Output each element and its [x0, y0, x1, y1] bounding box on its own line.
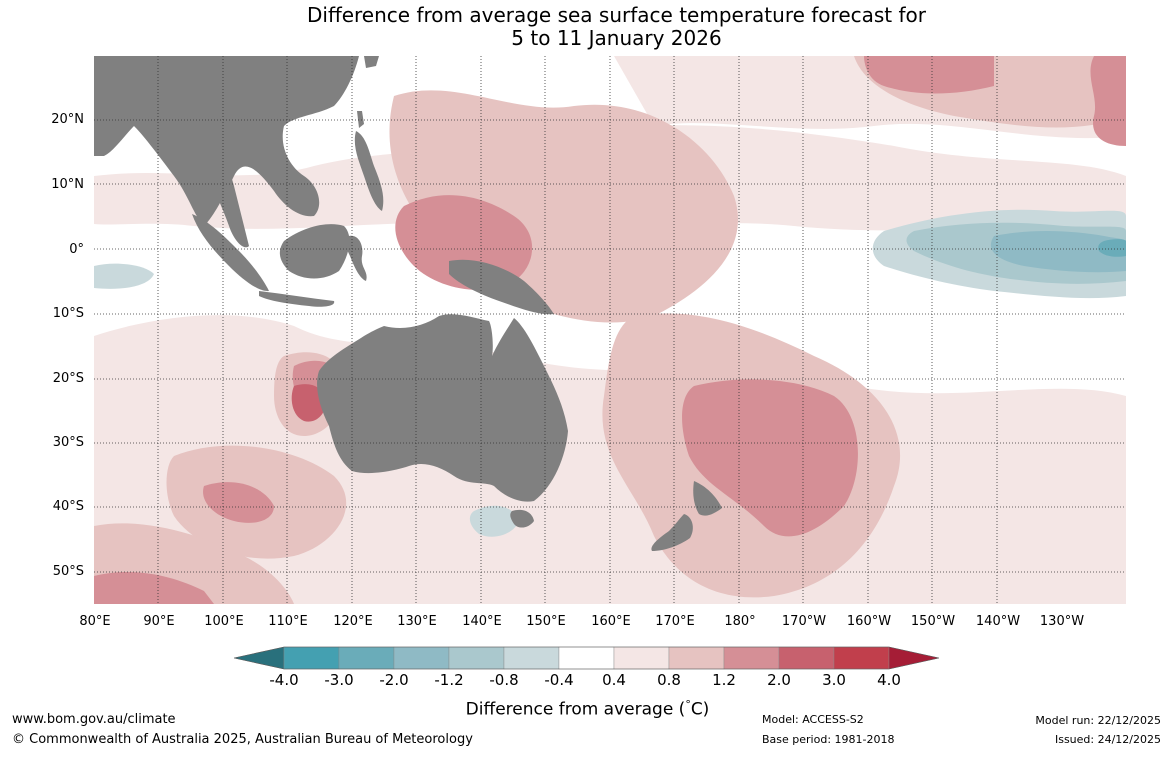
- lon-label: 170°W: [781, 614, 827, 629]
- tasmania: [510, 509, 534, 528]
- colorbar-segment: [723, 646, 780, 670]
- copyright-notice: © Commonwealth of Australia 2025, Austra…: [12, 732, 473, 747]
- new-zealand-south: [651, 514, 693, 551]
- colorbar-segment: [234, 646, 285, 670]
- lat-label: 30°S: [52, 435, 84, 450]
- chart-title: Difference from average sea surface temp…: [0, 4, 1173, 50]
- lon-label: 140°E: [462, 614, 502, 629]
- asia-landmass: [94, 56, 359, 226]
- model-name: Model: ACCESS-S2: [762, 713, 864, 726]
- anomaly-fill-1.2-2.0: [94, 56, 1126, 604]
- map-canvas: [94, 56, 1126, 604]
- colorbar-segment: [393, 646, 450, 670]
- colorbar-tick: -4.0: [269, 671, 299, 689]
- lon-label: 110°E: [268, 614, 308, 629]
- lat-label: 10°S: [52, 306, 84, 321]
- colorbar-segment: [833, 646, 890, 670]
- colorbar-label-text: Difference from average (: [465, 699, 686, 720]
- colorbar-tick: 0.4: [602, 671, 626, 689]
- colorbar-tick: 1.2: [712, 671, 736, 689]
- lon-label: 150°W: [910, 614, 956, 629]
- base-period: Base period: 1981-2018: [762, 733, 895, 746]
- colorbar-segment: [888, 646, 939, 670]
- lat-label: 50°S: [52, 564, 84, 579]
- lat-label: 10°N: [51, 177, 84, 192]
- lon-label: 130°W: [1039, 614, 1085, 629]
- lat-label: 20°N: [51, 112, 84, 127]
- sumatra: [192, 214, 269, 292]
- colorbar-tick: -2.0: [379, 671, 409, 689]
- colorbar-segment: [613, 646, 670, 670]
- colorbar-tick: -0.4: [544, 671, 574, 689]
- anomaly-fill-cool-2.0-3.0: [1098, 239, 1126, 257]
- graticule: [94, 56, 1126, 604]
- colorbar-segment: [503, 646, 560, 670]
- lon-label: 160°W: [846, 614, 892, 629]
- colorbar-segment: [283, 646, 340, 670]
- lon-label: 120°E: [333, 614, 373, 629]
- lon-label: 80°E: [79, 614, 111, 629]
- colorbar-label-unit: C): [690, 699, 710, 720]
- anomaly-fill-cool-1.2-2.0: [990, 231, 1126, 273]
- colorbar-tick: 3.0: [822, 671, 846, 689]
- colorbar-segment: [668, 646, 725, 670]
- model-run-date: Model run: 22/12/2025: [1035, 714, 1161, 727]
- borneo: [279, 224, 350, 279]
- website-link[interactable]: www.bom.gov.au/climate: [12, 712, 176, 727]
- new-guinea: [449, 259, 554, 315]
- colorbar-segment: [448, 646, 505, 670]
- colorbar-tick: 4.0: [877, 671, 901, 689]
- issued-date: Issued: 24/12/2025: [1054, 733, 1161, 746]
- lat-label: 20°S: [52, 371, 84, 386]
- philippines: [354, 131, 384, 211]
- indochina-peninsula: [204, 146, 249, 248]
- lon-label: 180°: [724, 614, 756, 629]
- colorbar-tick: -3.0: [324, 671, 354, 689]
- colorbar-tick: 2.0: [767, 671, 791, 689]
- colorbar-segment: [338, 646, 395, 670]
- taiwan: [357, 111, 364, 128]
- lon-label: 90°E: [143, 614, 175, 629]
- colorbar-tick: -1.2: [434, 671, 464, 689]
- japan: [364, 56, 379, 68]
- colorbar-tick: -0.8: [489, 671, 519, 689]
- sulawesi: [346, 235, 367, 281]
- colorbar: [234, 646, 939, 670]
- lat-label: 0°: [69, 242, 84, 257]
- lon-label: 160°E: [591, 614, 631, 629]
- colorbar-segment: [778, 646, 835, 670]
- lon-label: 140°W: [975, 614, 1021, 629]
- lon-label: 130°E: [397, 614, 437, 629]
- degree-symbol: °: [685, 698, 691, 711]
- anomaly-fill-2.0-3.0: [291, 384, 326, 422]
- sst-anomaly-map[interactable]: [94, 56, 1126, 604]
- colorbar-label: Difference from average (°C): [400, 698, 775, 720]
- title-line-1: Difference from average sea surface temp…: [306, 3, 926, 27]
- australia: [317, 314, 568, 502]
- lon-label: 100°E: [204, 614, 244, 629]
- lon-label: 170°E: [655, 614, 695, 629]
- java: [259, 291, 335, 307]
- colorbar-segment: [558, 646, 615, 670]
- colorbar-tick: 0.8: [657, 671, 681, 689]
- land-masses: [94, 56, 722, 551]
- lat-label: 40°S: [52, 499, 84, 514]
- title-line-2: 5 to 11 January 2026: [511, 26, 722, 50]
- lon-label: 150°E: [526, 614, 566, 629]
